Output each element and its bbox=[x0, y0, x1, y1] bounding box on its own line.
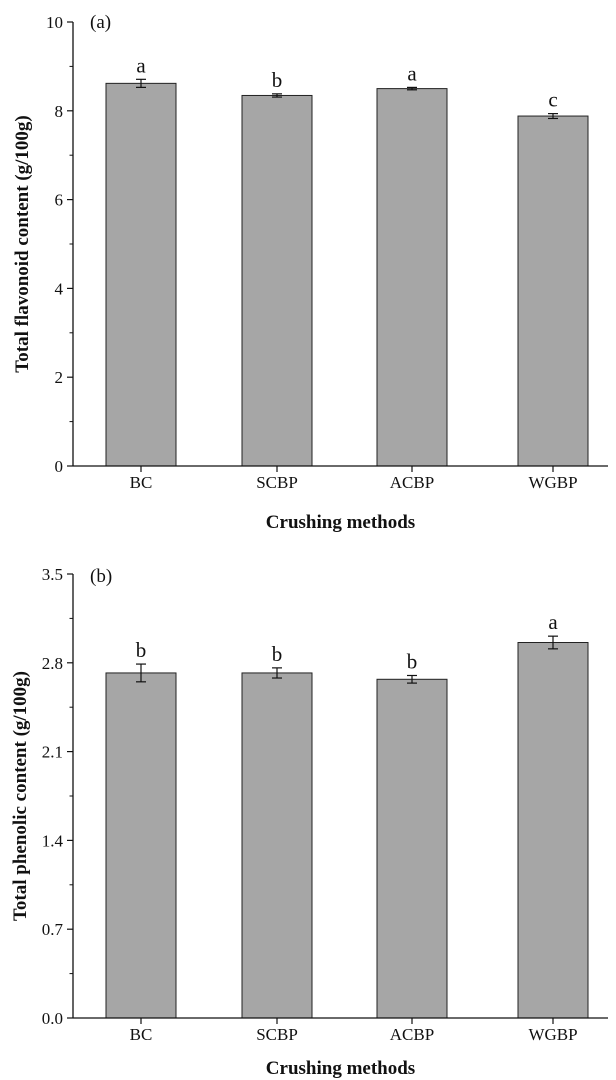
bar-wgbp bbox=[517, 115, 589, 467]
bar-acbp bbox=[376, 678, 448, 1019]
error-bar-scbp bbox=[272, 93, 282, 98]
y-tick-label: 8 bbox=[55, 102, 64, 121]
significance-label: b bbox=[407, 649, 418, 673]
panel-label: (a) bbox=[90, 12, 111, 33]
x-tick-label-scbp: SCBP bbox=[256, 1025, 298, 1044]
y-axis-title: Total flavonoid content (g/100g) bbox=[12, 115, 33, 372]
error-bar-bc bbox=[136, 663, 146, 683]
significance-label: b bbox=[136, 638, 147, 662]
bar-bc bbox=[105, 672, 177, 1019]
y-tick-label: 0.7 bbox=[42, 920, 64, 939]
x-axis-title: Crushing methods bbox=[266, 512, 415, 533]
y-tick-label: 3.5 bbox=[42, 565, 63, 584]
x-tick-label-wgbp: WGBP bbox=[528, 473, 577, 492]
x-axis-title: Crushing methods bbox=[266, 1058, 415, 1079]
error-bar-acbp bbox=[407, 674, 417, 684]
error-bar-scbp bbox=[272, 667, 282, 679]
error-bar-wgbp bbox=[548, 635, 558, 650]
chart-panel-b: b b b a 0.0 0.7 1.4 2.1 2.8 3.5 BC SCBP ACBP WGBP (b) C… bbox=[10, 565, 608, 1079]
panel-label: (b) bbox=[90, 566, 112, 587]
x-tick-label-bc: BC bbox=[130, 473, 153, 492]
x-tick-label-acbp: ACBP bbox=[390, 473, 434, 492]
y-tick-label: 10 bbox=[46, 13, 63, 32]
y-axis-title: Total phenolic content (g/100g) bbox=[10, 671, 31, 921]
y-tick-label: 4 bbox=[55, 279, 64, 298]
bar-scbp bbox=[241, 672, 313, 1019]
x-tick-label-acbp: ACBP bbox=[390, 1025, 434, 1044]
x-tick-label-wgbp: WGBP bbox=[528, 1025, 577, 1044]
x-tick-label-bc: BC bbox=[130, 1025, 153, 1044]
significance-label: c bbox=[548, 88, 557, 112]
chart-panel-a: a b a c 0 2 4 6 8 10 BC SCBP ACBP WGBP (a) Crushing met… bbox=[12, 12, 608, 533]
significance-label: a bbox=[407, 61, 417, 85]
x-tick-label-scbp: SCBP bbox=[256, 473, 298, 492]
y-tick-label: 2.8 bbox=[42, 654, 63, 673]
bar-wgbp bbox=[517, 642, 589, 1019]
significance-label: a bbox=[548, 610, 558, 634]
y-tick-label: 0.0 bbox=[42, 1009, 63, 1028]
significance-label: b bbox=[272, 68, 283, 92]
y-tick-label: 1.4 bbox=[42, 831, 64, 850]
significance-label: b bbox=[272, 642, 283, 666]
significance-label: a bbox=[136, 53, 146, 77]
y-tick-label: 2 bbox=[55, 368, 64, 387]
y-tick-label: 2.1 bbox=[42, 743, 63, 762]
bar-bc bbox=[105, 82, 177, 467]
error-bar-bc bbox=[136, 78, 146, 88]
error-bar-wgbp bbox=[548, 113, 558, 120]
y-tick-label: 6 bbox=[55, 191, 64, 210]
y-tick-label: 0 bbox=[55, 457, 64, 476]
bar-scbp bbox=[241, 94, 313, 467]
bar-acbp bbox=[376, 88, 448, 467]
error-bar-acbp bbox=[407, 86, 417, 91]
